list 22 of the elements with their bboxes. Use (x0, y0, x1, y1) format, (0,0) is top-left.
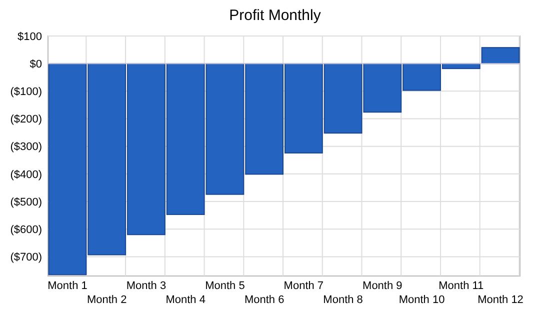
x-tick-label: Month 5 (205, 280, 245, 292)
y-tick-label: ($600) (10, 224, 42, 236)
y-tick-label: ($400) (10, 168, 42, 181)
x-tick-label: Month 7 (284, 280, 324, 292)
x-tick-label: Month 9 (362, 280, 402, 292)
x-tick-label: Month 3 (126, 280, 166, 292)
y-tick-label: $100 (18, 30, 42, 43)
y-tick-label: ($200) (10, 114, 42, 126)
x-tick-label: Month 11 (438, 280, 484, 292)
x-tick-label: Month 4 (166, 294, 206, 306)
y-tick-label: ($300) (10, 141, 42, 154)
y-tick-label: ($700) (10, 252, 42, 264)
x-tick-label: Month 6 (244, 294, 284, 306)
x-tick-label: Month 1 (48, 280, 88, 292)
chart-title: Profit Monthly (229, 7, 322, 24)
x-tick-label: Month 12 (478, 294, 524, 306)
y-tick-label: $0 (30, 58, 42, 70)
y-tick-label: ($500) (10, 196, 42, 208)
x-tick-label: Month 8 (323, 294, 363, 306)
y-tick-label: ($100) (10, 86, 42, 98)
x-tick-label: Month 2 (86, 294, 127, 306)
x-tick-label: Month 10 (398, 294, 445, 306)
